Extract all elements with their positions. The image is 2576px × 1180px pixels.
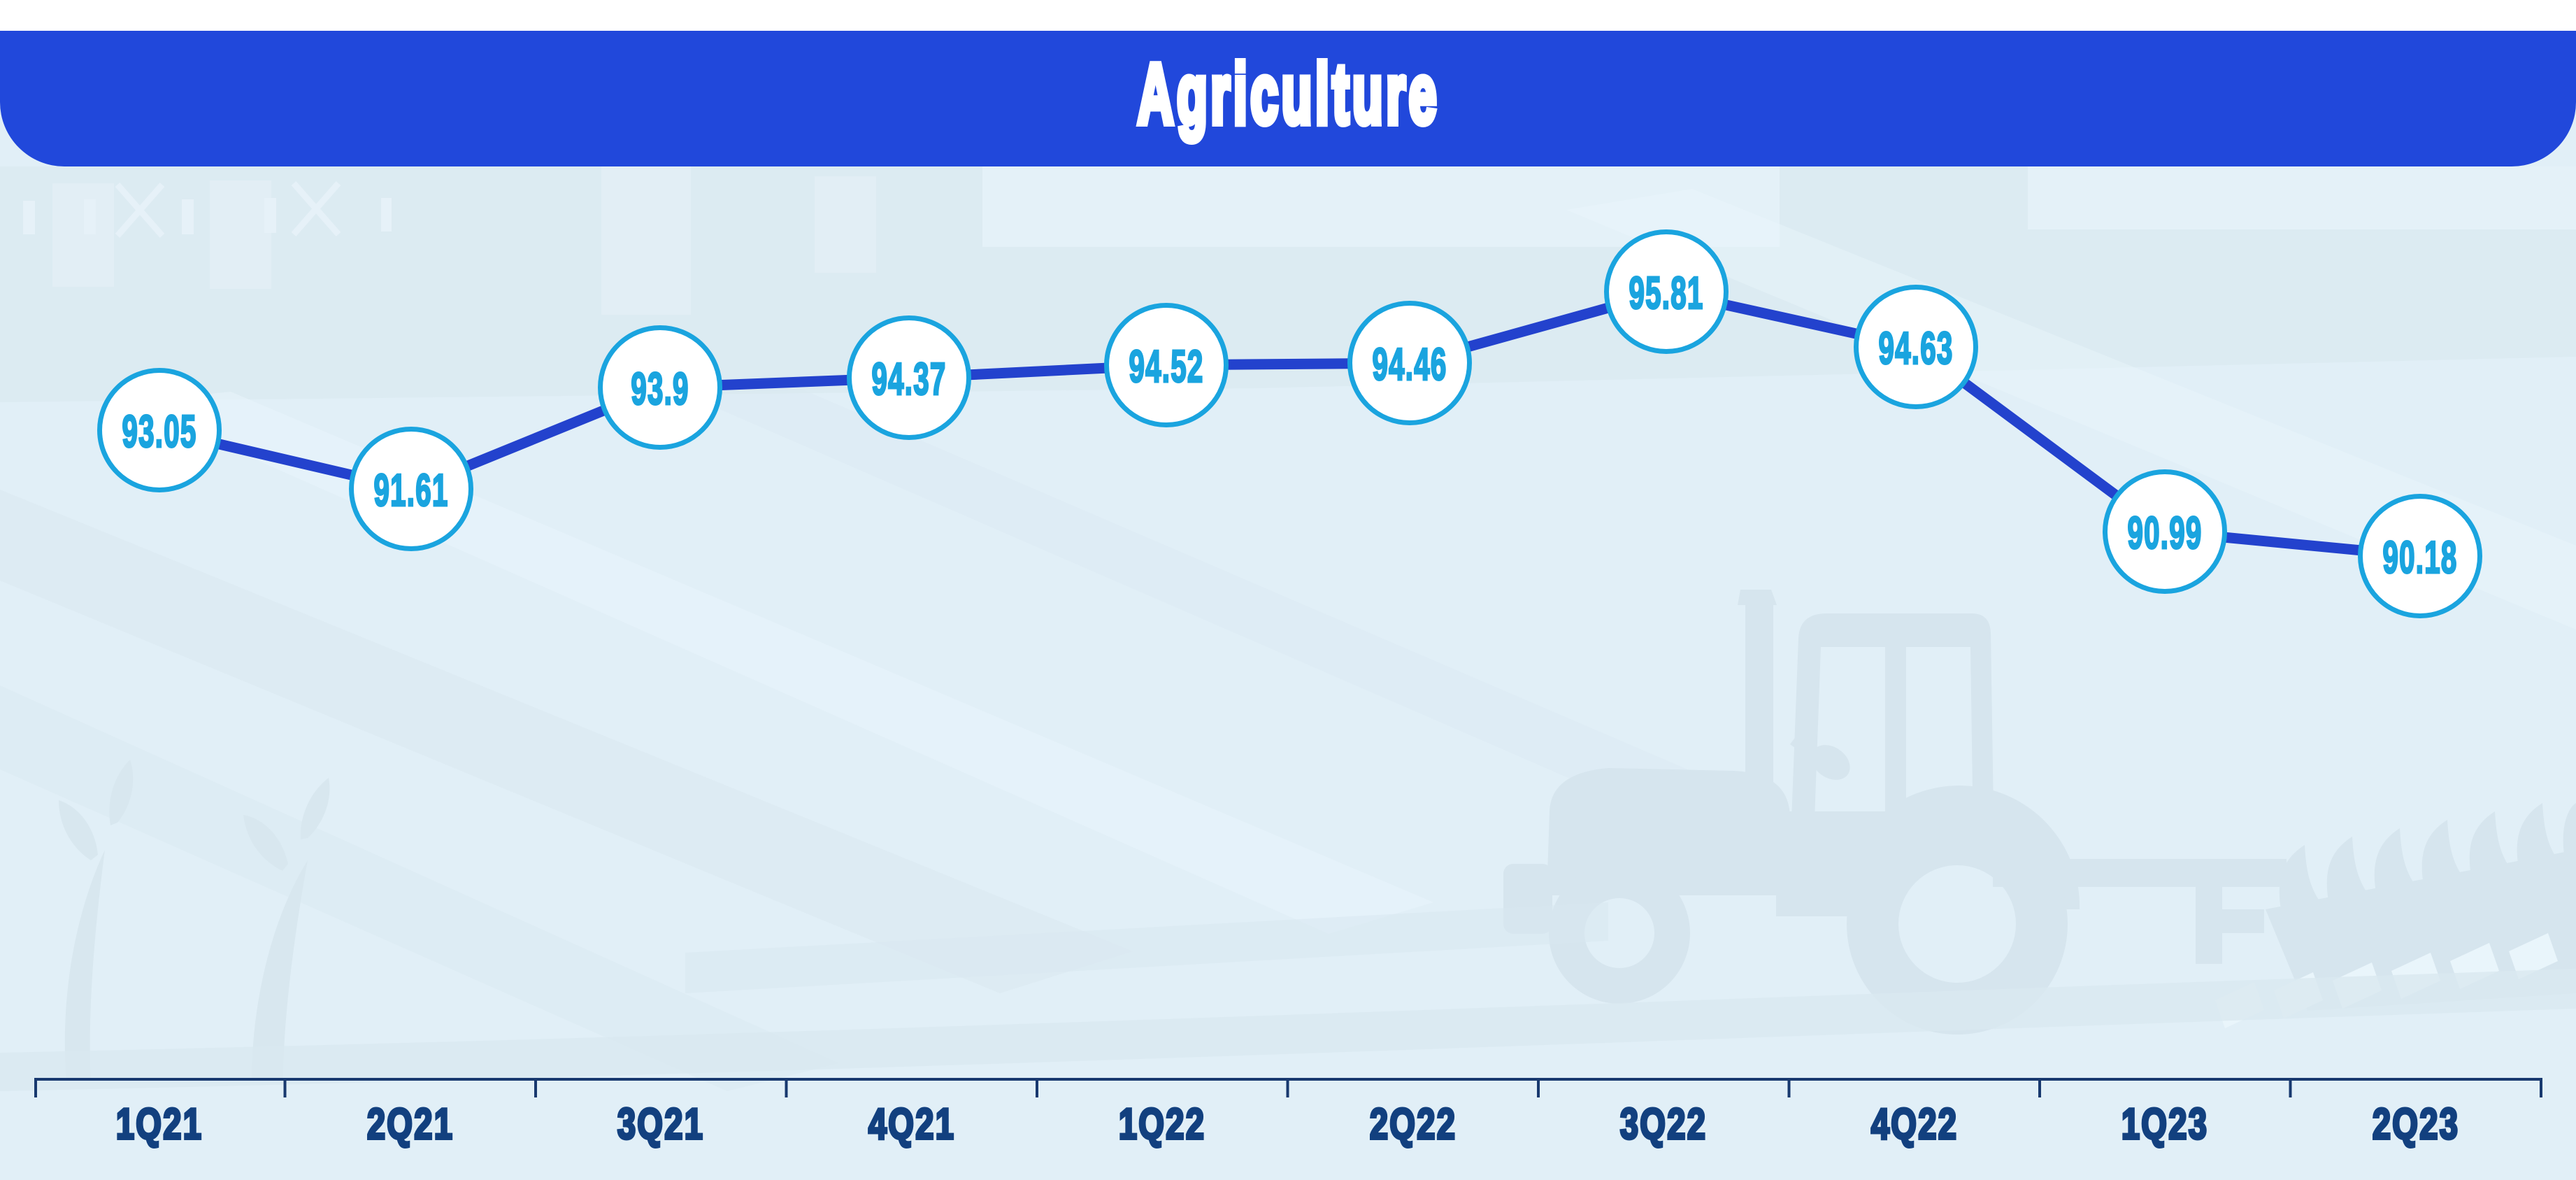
svg-text:95.81: 95.81 bbox=[1629, 268, 1703, 318]
svg-text:1Q22: 1Q22 bbox=[1119, 1100, 1205, 1149]
svg-text:4Q21: 4Q21 bbox=[868, 1100, 955, 1149]
svg-text:3Q21: 3Q21 bbox=[617, 1100, 704, 1149]
svg-text:2Q21: 2Q21 bbox=[367, 1100, 454, 1149]
svg-text:91.61: 91.61 bbox=[373, 465, 448, 516]
svg-text:3Q22: 3Q22 bbox=[1620, 1100, 1707, 1149]
svg-text:2Q23: 2Q23 bbox=[2373, 1100, 2459, 1149]
svg-text:1Q23: 1Q23 bbox=[2121, 1100, 2208, 1149]
svg-text:Agriculture: Agriculture bbox=[1138, 47, 1440, 141]
svg-text:93.9: 93.9 bbox=[631, 364, 689, 414]
svg-text:2Q22: 2Q22 bbox=[1370, 1100, 1457, 1149]
svg-text:90.99: 90.99 bbox=[2127, 508, 2202, 558]
svg-text:93.05: 93.05 bbox=[122, 406, 196, 457]
svg-text:90.18: 90.18 bbox=[2382, 532, 2457, 583]
svg-text:4Q22: 4Q22 bbox=[1871, 1100, 1958, 1149]
svg-text:94.63: 94.63 bbox=[1878, 323, 1953, 374]
svg-text:94.52: 94.52 bbox=[1129, 341, 1203, 392]
svg-text:1Q21: 1Q21 bbox=[116, 1100, 203, 1149]
svg-text:94.46: 94.46 bbox=[1372, 339, 1447, 390]
svg-text:94.37: 94.37 bbox=[871, 354, 946, 404]
